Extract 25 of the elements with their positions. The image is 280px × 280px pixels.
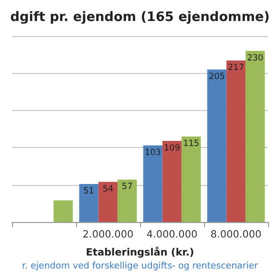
data-label: 205 xyxy=(208,72,225,82)
bar xyxy=(207,69,226,222)
data-label: 109 xyxy=(164,143,180,154)
bar xyxy=(54,200,73,222)
data-label: 103 xyxy=(144,148,161,158)
bar xyxy=(118,180,137,222)
bar xyxy=(182,136,201,222)
bar xyxy=(143,145,162,222)
text: r. ejendom ved forskellige udgifts- og rentescenarier xyxy=(22,262,258,272)
x-axis-title: Etableringslån (kr.) xyxy=(86,246,194,258)
bar xyxy=(246,50,265,222)
bar xyxy=(162,140,182,222)
data-label: 230 xyxy=(247,53,264,64)
x-tick-label: 2.000.000 xyxy=(82,230,134,240)
data-label: 54 xyxy=(102,184,114,194)
data-label: 115 xyxy=(183,138,200,149)
bar xyxy=(98,182,118,222)
data-label: 57 xyxy=(122,182,133,192)
bar xyxy=(79,184,98,222)
data-label: 217 xyxy=(228,63,244,74)
x-tick-label: 8.000.000 xyxy=(210,230,262,240)
chart-title: dgift pr. ejendom (165 ejendomme) xyxy=(10,10,270,25)
bar xyxy=(226,60,246,222)
data-label: 51 xyxy=(83,186,94,197)
x-tick-label: 4.000.000 xyxy=(146,230,198,240)
